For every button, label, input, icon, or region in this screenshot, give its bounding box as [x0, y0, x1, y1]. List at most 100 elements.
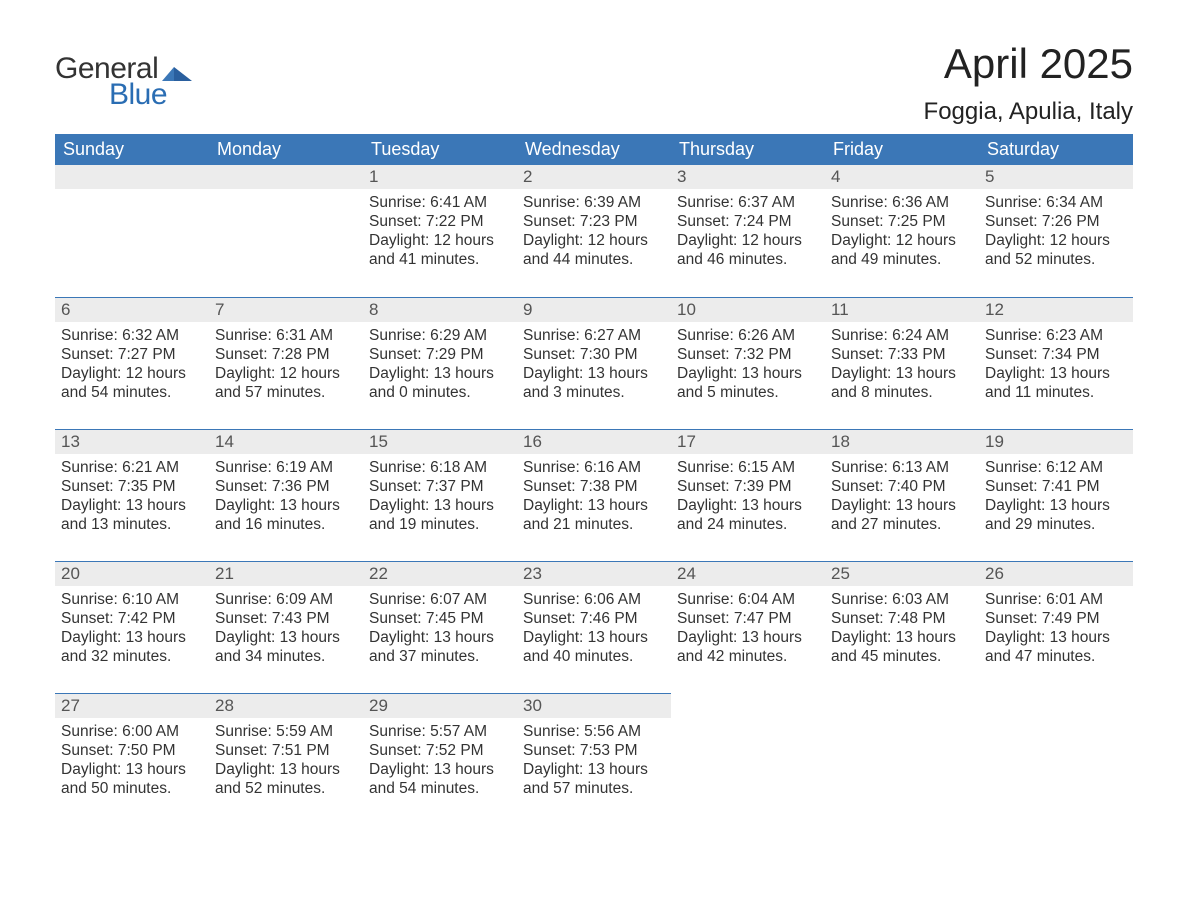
daylight-line: Daylight: 13 hours and 19 minutes.	[369, 497, 511, 535]
calendar-cell: 14Sunrise: 6:19 AMSunset: 7:36 PMDayligh…	[209, 429, 363, 561]
calendar-cell: 15Sunrise: 6:18 AMSunset: 7:37 PMDayligh…	[363, 429, 517, 561]
daylight-line: Daylight: 13 hours and 50 minutes.	[61, 761, 203, 799]
weekday-header: Monday	[209, 134, 363, 165]
sunset-line: Sunset: 7:27 PM	[61, 346, 203, 365]
sunset-line: Sunset: 7:48 PM	[831, 610, 973, 629]
day-number: 16	[517, 429, 671, 454]
daylight-line: Daylight: 13 hours and 0 minutes.	[369, 365, 511, 403]
day-number: 21	[209, 561, 363, 586]
day-number: 24	[671, 561, 825, 586]
day-number: 20	[55, 561, 209, 586]
calendar-week-row: 20Sunrise: 6:10 AMSunset: 7:42 PMDayligh…	[55, 561, 1133, 693]
sunrise-line: Sunrise: 6:04 AM	[677, 591, 819, 610]
day-number: 27	[55, 693, 209, 718]
calendar-cell: 25 Sunrise: 6:03 AMSunset: 7:48 PMDayligh…	[825, 561, 979, 693]
calendar-cell: 11Sunrise: 6:24 AMSunset: 7:33 PMDayligh…	[825, 297, 979, 429]
day-details: Sunrise: 6:01 AMSunset: 7:49 PMDaylight:…	[979, 586, 1133, 673]
day-number: 19	[979, 429, 1133, 454]
calendar-cell: 8Sunrise: 6:29 AMSunset: 7:29 PMDaylight…	[363, 297, 517, 429]
day-number: 4	[825, 165, 979, 189]
daylight-line: Daylight: 13 hours and 47 minutes.	[985, 629, 1127, 667]
sunrise-line: Sunrise: 6:12 AM	[985, 459, 1127, 478]
weekday-header: Wednesday	[517, 134, 671, 165]
sunset-line: Sunset: 7:43 PM	[215, 610, 357, 629]
daylight-line: Daylight: 13 hours and 40 minutes.	[523, 629, 665, 667]
sunrise-line: Sunrise: 6:03 AM	[831, 591, 973, 610]
calendar-cell: 7Sunrise: 6:31 AMSunset: 7:28 PMDaylight…	[209, 297, 363, 429]
day-details: Sunrise: 6:13 AMSunset: 7:40 PMDaylight:…	[825, 454, 979, 541]
sunrise-line: Sunrise: 6:39 AM	[523, 194, 665, 213]
page-title: April 2025	[924, 40, 1133, 88]
sunrise-line: Sunrise: 5:56 AM	[523, 723, 665, 742]
day-details: Sunrise: 6:34 AMSunset: 7:26 PMDaylight:…	[979, 189, 1133, 276]
calendar-cell	[825, 693, 979, 825]
day-details: Sunrise: 6:09 AMSunset: 7:43 PMDaylight:…	[209, 586, 363, 673]
sunset-line: Sunset: 7:32 PM	[677, 346, 819, 365]
calendar-cell: 19Sunrise: 6:12 AMSunset: 7:41 PMDayligh…	[979, 429, 1133, 561]
day-number: 25	[825, 561, 979, 586]
calendar-cell: 6Sunrise: 6:32 AMSunset: 7:27 PMDaylight…	[55, 297, 209, 429]
daylight-line: Daylight: 13 hours and 27 minutes.	[831, 497, 973, 535]
sunrise-line: Sunrise: 6:09 AM	[215, 591, 357, 610]
calendar-cell: 30Sunrise: 5:56 AMSunset: 7:53 PMDayligh…	[517, 693, 671, 825]
day-details: Sunrise: 5:56 AMSunset: 7:53 PMDaylight:…	[517, 718, 671, 805]
calendar-cell: 2Sunrise: 6:39 AMSunset: 7:23 PMDaylight…	[517, 165, 671, 297]
day-details: Sunrise: 6:27 AMSunset: 7:30 PMDaylight:…	[517, 322, 671, 409]
sunset-line: Sunset: 7:52 PM	[369, 742, 511, 761]
weekday-header: Tuesday	[363, 134, 517, 165]
day-number: 22	[363, 561, 517, 586]
weekday-header: Sunday	[55, 134, 209, 165]
day-details: Sunrise: 6:26 AMSunset: 7:32 PMDaylight:…	[671, 322, 825, 409]
calendar-cell: 28Sunrise: 5:59 AMSunset: 7:51 PMDayligh…	[209, 693, 363, 825]
daylight-line: Daylight: 12 hours and 41 minutes.	[369, 232, 511, 270]
sunrise-line: Sunrise: 6:29 AM	[369, 327, 511, 346]
daylight-line: Daylight: 13 hours and 29 minutes.	[985, 497, 1127, 535]
daylight-line: Daylight: 13 hours and 11 minutes.	[985, 365, 1127, 403]
daylight-line: Daylight: 13 hours and 8 minutes.	[831, 365, 973, 403]
weekday-header: Saturday	[979, 134, 1133, 165]
day-details: Sunrise: 6:29 AMSunset: 7:29 PMDaylight:…	[363, 322, 517, 409]
calendar-cell: 13Sunrise: 6:21 AMSunset: 7:35 PMDayligh…	[55, 429, 209, 561]
calendar-cell	[55, 165, 209, 297]
sunrise-line: Sunrise: 6:06 AM	[523, 591, 665, 610]
sunset-line: Sunset: 7:47 PM	[677, 610, 819, 629]
calendar-cell: 3Sunrise: 6:37 AMSunset: 7:24 PMDaylight…	[671, 165, 825, 297]
daylight-line: Daylight: 12 hours and 54 minutes.	[61, 365, 203, 403]
calendar-cell: 4Sunrise: 6:36 AMSunset: 7:25 PMDaylight…	[825, 165, 979, 297]
day-number: 7	[209, 297, 363, 322]
day-number: 28	[209, 693, 363, 718]
calendar-cell: 27Sunrise: 6:00 AMSunset: 7:50 PMDayligh…	[55, 693, 209, 825]
sunset-line: Sunset: 7:35 PM	[61, 478, 203, 497]
sunset-line: Sunset: 7:42 PM	[61, 610, 203, 629]
sunset-line: Sunset: 7:33 PM	[831, 346, 973, 365]
sunrise-line: Sunrise: 5:59 AM	[215, 723, 357, 742]
sunset-line: Sunset: 7:25 PM	[831, 213, 973, 232]
calendar-cell	[979, 693, 1133, 825]
sunrise-line: Sunrise: 6:21 AM	[61, 459, 203, 478]
sunrise-line: Sunrise: 6:23 AM	[985, 327, 1127, 346]
day-number: 6	[55, 297, 209, 322]
calendar-cell: 21Sunrise: 6:09 AMSunset: 7:43 PMDayligh…	[209, 561, 363, 693]
sunset-line: Sunset: 7:34 PM	[985, 346, 1127, 365]
brand-word2: Blue	[109, 78, 194, 112]
sunset-line: Sunset: 7:50 PM	[61, 742, 203, 761]
sunset-line: Sunset: 7:22 PM	[369, 213, 511, 232]
day-details: Sunrise: 6:24 AMSunset: 7:33 PMDaylight:…	[825, 322, 979, 409]
daylight-line: Daylight: 12 hours and 44 minutes.	[523, 232, 665, 270]
sunset-line: Sunset: 7:45 PM	[369, 610, 511, 629]
day-number-blank	[55, 165, 209, 189]
sunset-line: Sunset: 7:24 PM	[677, 213, 819, 232]
day-number: 3	[671, 165, 825, 189]
sunrise-line: Sunrise: 6:13 AM	[831, 459, 973, 478]
sunset-line: Sunset: 7:30 PM	[523, 346, 665, 365]
daylight-line: Daylight: 13 hours and 45 minutes.	[831, 629, 973, 667]
calendar-week-row: 13 Sunrise: 6:21 AMSunset: 7:35 PM Dayligh…	[55, 429, 1133, 561]
day-number: 13	[55, 429, 209, 454]
day-number: 1	[363, 165, 517, 189]
day-details: Sunrise: 6:15 AMSunset: 7:39 PMDaylight:…	[671, 454, 825, 541]
day-details: Sunrise: 6:18 AMSunset: 7:37 PMDaylight:…	[363, 454, 517, 541]
brand-logo: General Blue	[55, 52, 194, 112]
calendar-cell: 29Sunrise: 5:57 AMSunset: 7:52 PMDayligh…	[363, 693, 517, 825]
daylight-line: Daylight: 13 hours and 34 minutes.	[215, 629, 357, 667]
sunset-line: Sunset: 7:46 PM	[523, 610, 665, 629]
